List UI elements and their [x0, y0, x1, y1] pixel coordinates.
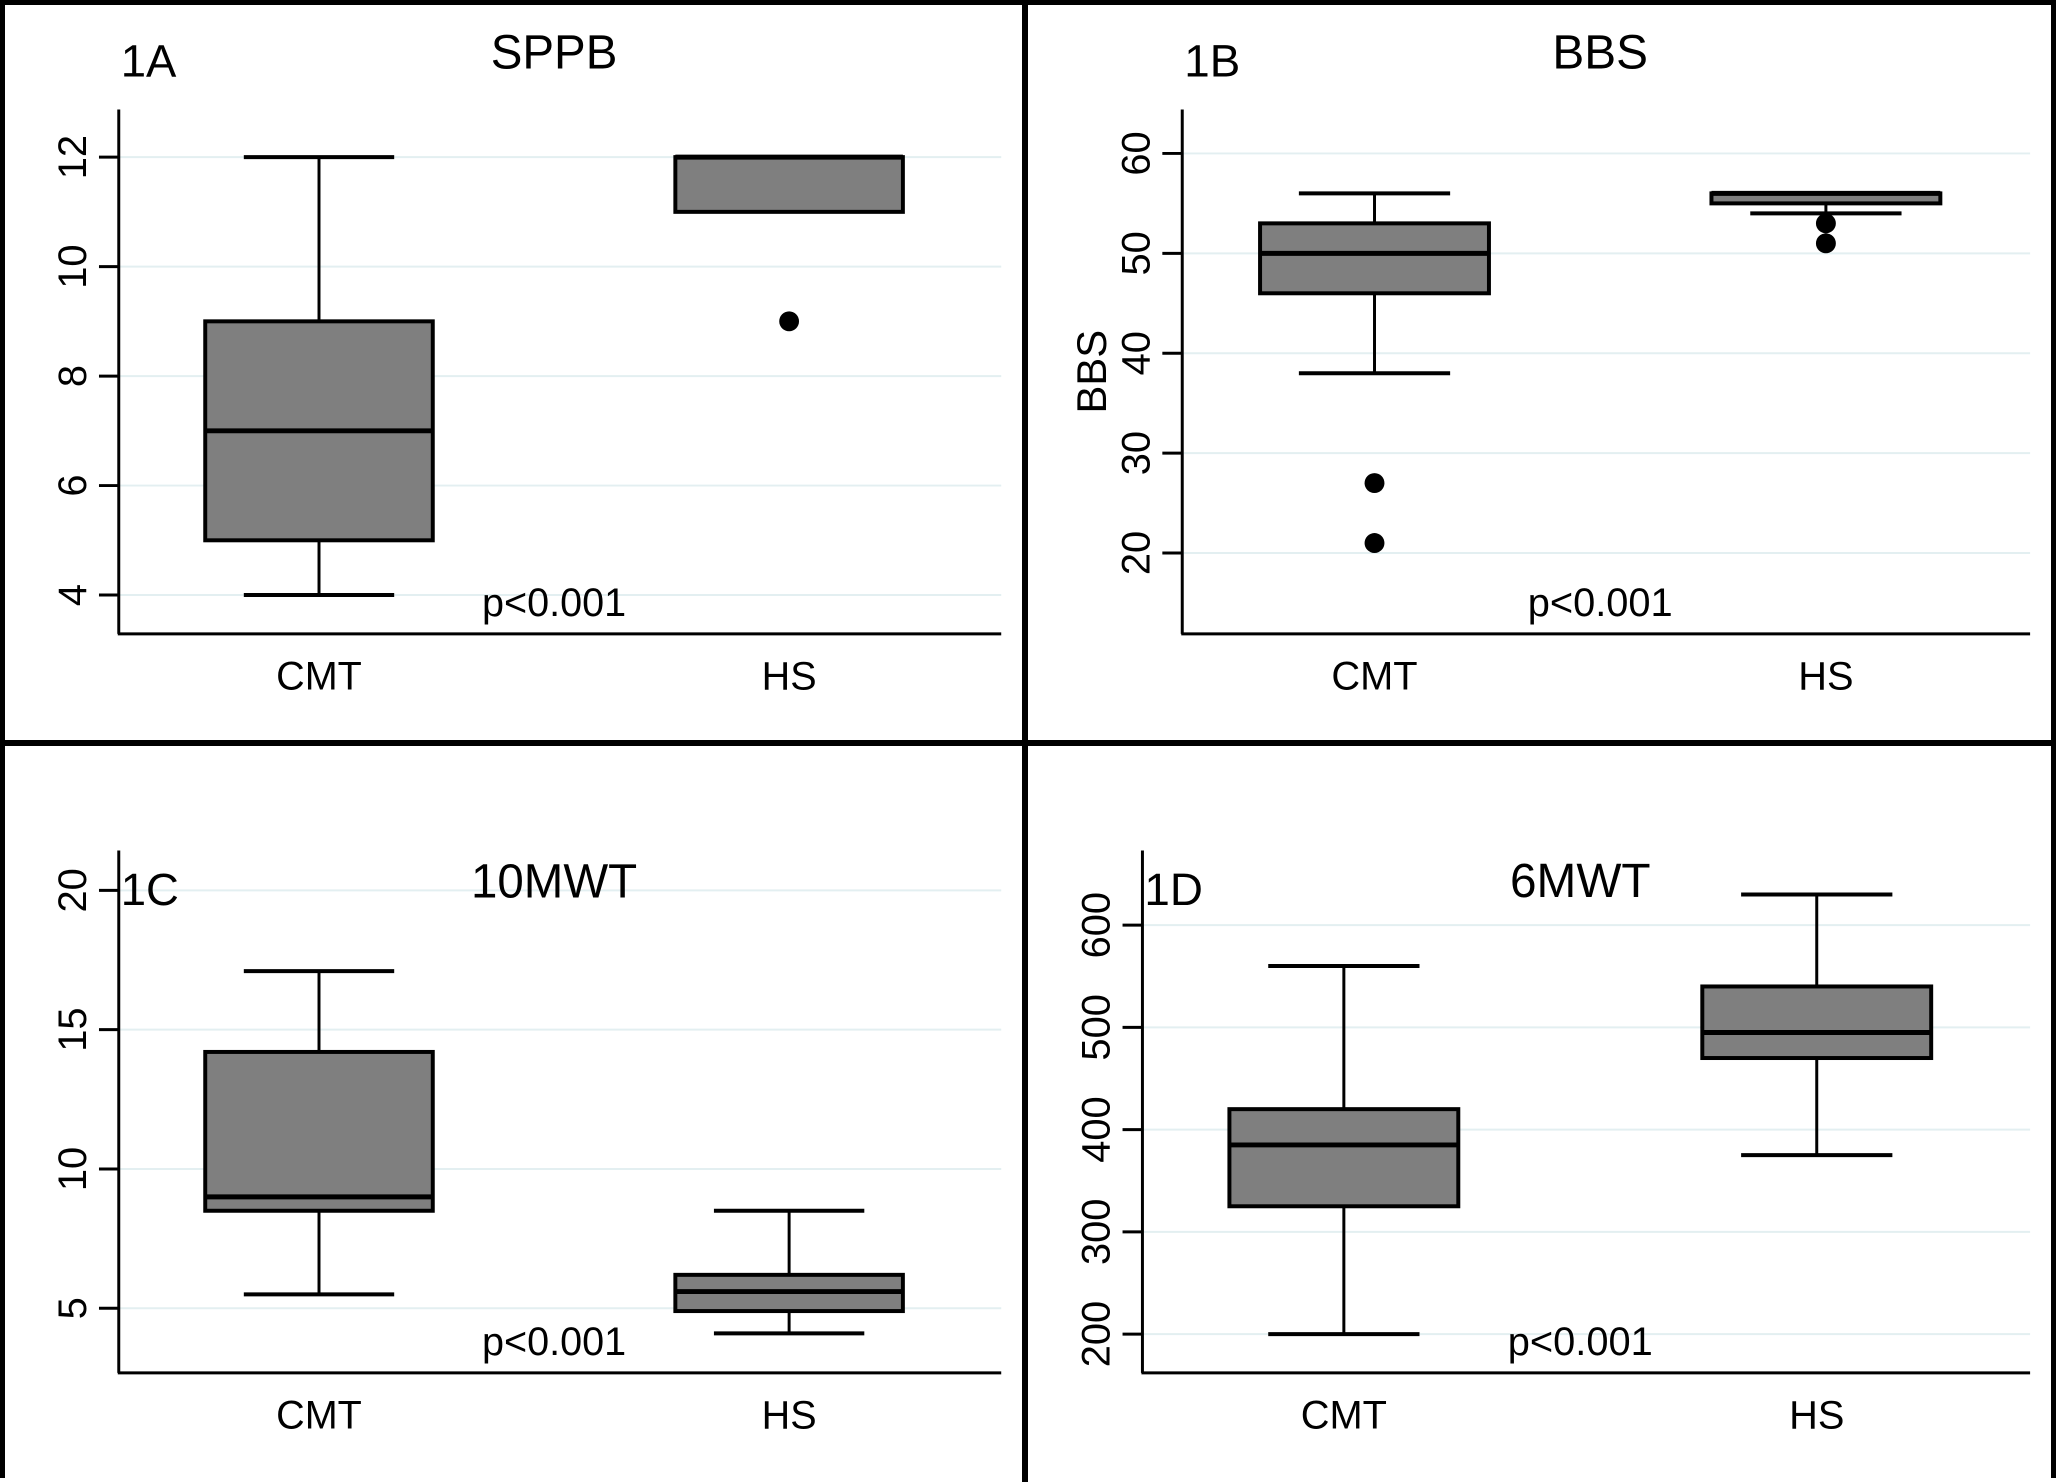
- chart-1d: 200 300 400 500 600 1D 6MWT CMT HS p<0.001: [1075, 850, 2031, 1438]
- panel-1a-sppb: 4 6 8 10 12 1A SPPB CMT HS p<0.001: [5, 5, 1028, 747]
- box-hs: [673, 155, 905, 214]
- outlier-dot-hs-51: [1815, 233, 1836, 254]
- panel-title: BBS: [1552, 27, 1648, 80]
- y-tick-label-60: 60: [1114, 131, 1158, 175]
- y-tick-label-400: 400: [1075, 1097, 1119, 1163]
- category-label-cmt: CMT: [1331, 655, 1417, 699]
- outlier-dot-cmt-21: [1364, 533, 1385, 553]
- category-label-cmt: CMT: [276, 655, 362, 699]
- y-axis-label: BBS: [1068, 330, 1115, 414]
- category-label-hs: HS: [762, 655, 817, 699]
- y-tick-label-12: 12: [51, 135, 95, 179]
- panel-1d-6mwt: 200 300 400 500 600 1D 6MWT CMT HS p<0.001: [1028, 746, 2051, 1482]
- y-tick-label-20: 20: [51, 869, 95, 913]
- panel-title: 10MWT: [471, 856, 637, 909]
- y-tick-label-10: 10: [51, 244, 95, 288]
- y-tick-label-15: 15: [51, 1008, 95, 1052]
- y-tick-label-600: 600: [1075, 892, 1119, 958]
- outlier-dot-cmt-27: [1364, 473, 1385, 494]
- category-label-hs: HS: [1798, 655, 1853, 699]
- outlier-dot-hs-53: [1815, 213, 1836, 234]
- box-cmt: [1227, 1107, 1461, 1209]
- p-value-label: p<0.001: [1528, 581, 1673, 625]
- y-tick-label-4: 4: [51, 584, 95, 606]
- panel-label: 1C: [121, 864, 179, 915]
- p-value-label: p<0.001: [482, 581, 626, 625]
- chart-1c: 5 10 15 20 1C 10MWT CMT HS p<0.001: [51, 850, 1002, 1438]
- box-cmt: [203, 1050, 435, 1214]
- y-tick-label-10: 10: [51, 1147, 95, 1191]
- p-value-label: p<0.001: [482, 1320, 626, 1364]
- panel-1b-bbs: 20 30 40 50 60 BBS 1B BBS CMT HS p<0.001: [1028, 5, 2051, 747]
- panel-label: 1B: [1184, 36, 1240, 87]
- y-tick-label-5: 5: [51, 1298, 95, 1320]
- box-hs: [1700, 984, 1934, 1061]
- category-label-hs: HS: [1789, 1394, 1844, 1438]
- y-tick-label-8: 8: [51, 365, 95, 387]
- y-tick-label-500: 500: [1075, 995, 1119, 1061]
- category-label-cmt: CMT: [1301, 1394, 1387, 1438]
- category-label-cmt: CMT: [276, 1394, 362, 1438]
- y-tick-label-30: 30: [1114, 431, 1158, 475]
- panel-title: SPPB: [491, 27, 618, 80]
- box-cmt: [1258, 221, 1491, 296]
- chart-1a: 4 6 8 10 12 1A SPPB CMT HS p<0.001: [51, 27, 1002, 699]
- y-tick-label-200: 200: [1075, 1301, 1119, 1367]
- panel-title: 6MWT: [1510, 856, 1651, 909]
- p-value-label: p<0.001: [1508, 1320, 1653, 1364]
- y-tick-label-300: 300: [1075, 1199, 1119, 1265]
- panel-label: 1D: [1144, 865, 1203, 916]
- y-tick-label-50: 50: [1114, 231, 1158, 275]
- chart-1b: 20 30 40 50 60 BBS 1B BBS CMT HS p<0.001: [1068, 27, 2031, 699]
- category-label-hs: HS: [762, 1394, 817, 1438]
- y-tick-label-20: 20: [1114, 531, 1158, 575]
- panel-1c-10mwt: 5 10 15 20 1C 10MWT CMT HS p<0.001: [5, 746, 1028, 1482]
- y-tick-label-6: 6: [51, 474, 95, 496]
- panel-label: 1A: [121, 36, 177, 87]
- y-tick-label-40: 40: [1114, 331, 1158, 375]
- outlier-dot-hs-9: [779, 311, 800, 332]
